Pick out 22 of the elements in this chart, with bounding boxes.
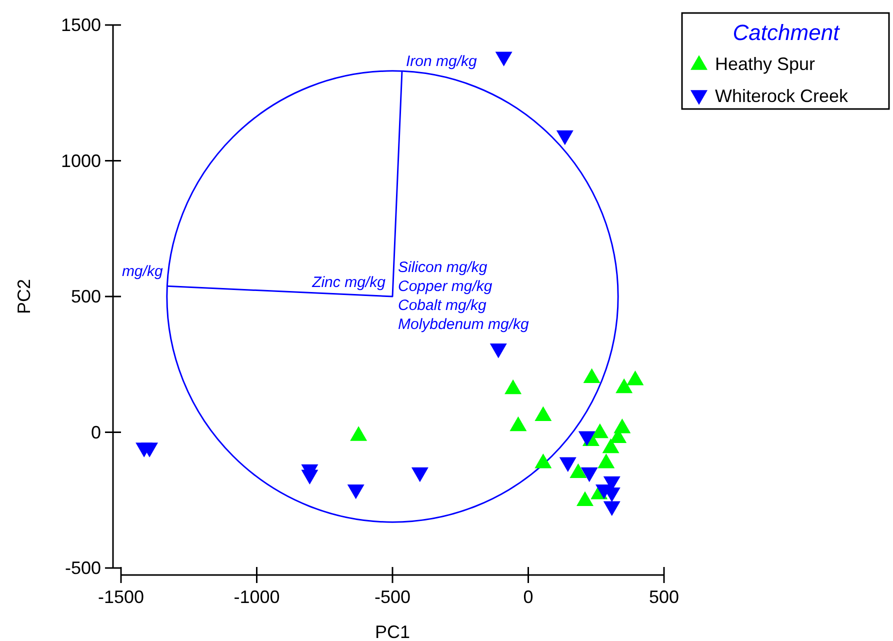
annotation: mg/kg xyxy=(122,263,164,280)
annotation: Iron mg/kg xyxy=(406,53,478,70)
x-tick-label: -500 xyxy=(374,587,411,607)
x-tick-label: 500 xyxy=(648,587,680,607)
y-tick-label: 0 xyxy=(90,422,101,442)
y-tick-label: 1500 xyxy=(60,15,101,35)
legend-title: Catchment xyxy=(732,20,840,45)
annotation: Zinc mg/kg xyxy=(311,274,386,292)
x-tick-label: -1500 xyxy=(98,587,144,607)
legend-label: Whiterock Creek xyxy=(715,86,850,106)
annotation: Silicon mg/kg xyxy=(398,259,488,276)
y-axis-title: PC2 xyxy=(14,278,34,314)
x-tick-label: 0 xyxy=(523,587,534,607)
annotation: Copper mg/kg xyxy=(398,278,493,295)
y-tick-label: 500 xyxy=(70,286,101,306)
annotation: Cobalt mg/kg xyxy=(398,297,488,314)
annotation: Molybdenum mg/kg xyxy=(398,316,530,333)
x-tick-label: -1000 xyxy=(234,587,280,607)
legend-label: Heathy Spur xyxy=(715,54,816,74)
y-tick-label: 1000 xyxy=(60,150,101,171)
x-axis-title: PC1 xyxy=(374,622,410,641)
y-tick-label: -500 xyxy=(64,558,101,578)
